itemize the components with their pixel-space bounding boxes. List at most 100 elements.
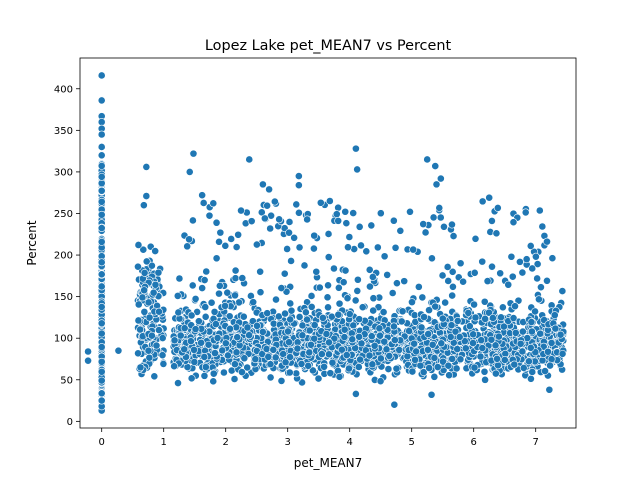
scatter-point bbox=[511, 302, 519, 311]
scatter-point bbox=[470, 363, 479, 372]
scatter-point bbox=[508, 272, 517, 281]
scatter-point bbox=[521, 208, 530, 217]
scatter-point bbox=[271, 353, 280, 362]
scatter-point bbox=[304, 361, 313, 370]
scatter-point bbox=[390, 322, 398, 331]
scatter-point bbox=[231, 274, 240, 283]
scatter-point bbox=[286, 315, 295, 324]
scatter-point bbox=[491, 369, 500, 378]
scatter-point bbox=[200, 276, 209, 284]
scatter-point bbox=[496, 269, 505, 278]
scatter-point bbox=[138, 293, 147, 302]
scatter-point bbox=[409, 245, 418, 254]
scatter-point bbox=[97, 376, 106, 385]
x-tick-label: 4 bbox=[347, 437, 353, 448]
scatter-point bbox=[207, 298, 216, 307]
scatter-point bbox=[344, 243, 352, 252]
scatter-point bbox=[440, 222, 448, 231]
scatter-point bbox=[556, 330, 565, 339]
scatter-point bbox=[221, 339, 230, 348]
scatter-point bbox=[428, 254, 436, 263]
scatter-point bbox=[97, 396, 106, 405]
scatter-point bbox=[305, 348, 314, 357]
scatter-point bbox=[187, 311, 196, 320]
scatter-point bbox=[324, 230, 333, 238]
scatter-point bbox=[533, 260, 542, 268]
scatter-point bbox=[388, 289, 397, 297]
x-tick-label: 1 bbox=[161, 437, 167, 448]
scatter-point bbox=[294, 172, 303, 180]
scatter-point bbox=[345, 310, 354, 318]
scatter-point bbox=[269, 345, 278, 354]
scatter-point bbox=[455, 333, 464, 341]
y-tick-label: 400 bbox=[54, 84, 73, 95]
scatter-point bbox=[212, 218, 221, 227]
scatter-point bbox=[376, 209, 385, 218]
scatter-point bbox=[507, 252, 516, 261]
scatter-point bbox=[355, 222, 364, 231]
scatter-point bbox=[233, 333, 242, 342]
scatter-point bbox=[224, 351, 232, 360]
scatter-point bbox=[342, 219, 351, 228]
scatter-point bbox=[538, 222, 547, 231]
scatter-point bbox=[231, 360, 239, 369]
scatter-point bbox=[546, 361, 554, 370]
scatter-point bbox=[209, 377, 218, 386]
scatter-point bbox=[334, 310, 343, 319]
scatter-point bbox=[400, 277, 409, 286]
scatter-point bbox=[390, 400, 399, 409]
scatter-point bbox=[249, 298, 258, 307]
scatter-point bbox=[262, 345, 271, 353]
scatter-point bbox=[408, 298, 416, 307]
scatter-point bbox=[209, 199, 218, 208]
scatter-point bbox=[286, 299, 295, 308]
scatter-point bbox=[481, 314, 490, 323]
scatter-point bbox=[275, 215, 284, 224]
scatter-point bbox=[362, 247, 371, 256]
scatter-point bbox=[314, 374, 323, 383]
scatter-point bbox=[427, 390, 436, 399]
scatter-point bbox=[438, 271, 447, 280]
scatter-point bbox=[139, 245, 148, 254]
scatter-point bbox=[424, 345, 432, 354]
scatter-point bbox=[532, 252, 540, 261]
scatter-point bbox=[307, 302, 316, 311]
scatter-point bbox=[548, 254, 557, 263]
x-axis-label: pet_MEAN7 bbox=[294, 456, 362, 470]
scatter-point bbox=[480, 367, 489, 376]
chart-title: Lopez Lake pet_MEAN7 vs Percent bbox=[205, 38, 452, 54]
scatter-point bbox=[348, 335, 357, 344]
scatter-point bbox=[140, 286, 149, 295]
scatter-point bbox=[307, 292, 316, 300]
scatter-point bbox=[189, 149, 198, 158]
scatter-point bbox=[97, 186, 106, 195]
scatter-point bbox=[260, 214, 269, 223]
scatter-point bbox=[114, 346, 123, 355]
scatter-point bbox=[334, 283, 343, 292]
scatter-point bbox=[301, 308, 310, 317]
scatter-point bbox=[97, 143, 106, 151]
scatter-point bbox=[232, 243, 241, 251]
scatter-point bbox=[256, 267, 265, 276]
scatter-point bbox=[199, 199, 208, 207]
scatter-point bbox=[284, 327, 292, 336]
scatter-point bbox=[435, 204, 444, 212]
scatter-point bbox=[326, 369, 335, 378]
scatter-point bbox=[238, 274, 247, 283]
scatter-point bbox=[221, 241, 230, 250]
scatter-point bbox=[355, 315, 364, 324]
scatter-point bbox=[200, 353, 209, 361]
scatter-point bbox=[392, 364, 401, 373]
scatter-point bbox=[97, 329, 106, 338]
scatter-point bbox=[430, 354, 439, 362]
scatter-point bbox=[295, 243, 304, 252]
scatter-point bbox=[518, 347, 527, 356]
scatter-point bbox=[410, 339, 419, 348]
scatter-point bbox=[444, 361, 453, 370]
scatter-point bbox=[239, 312, 248, 321]
scatter-point bbox=[431, 162, 440, 170]
scatter-point bbox=[330, 334, 339, 343]
scatter-point bbox=[97, 367, 106, 376]
x-tick-label: 3 bbox=[285, 437, 291, 448]
scatter-point bbox=[342, 351, 351, 359]
